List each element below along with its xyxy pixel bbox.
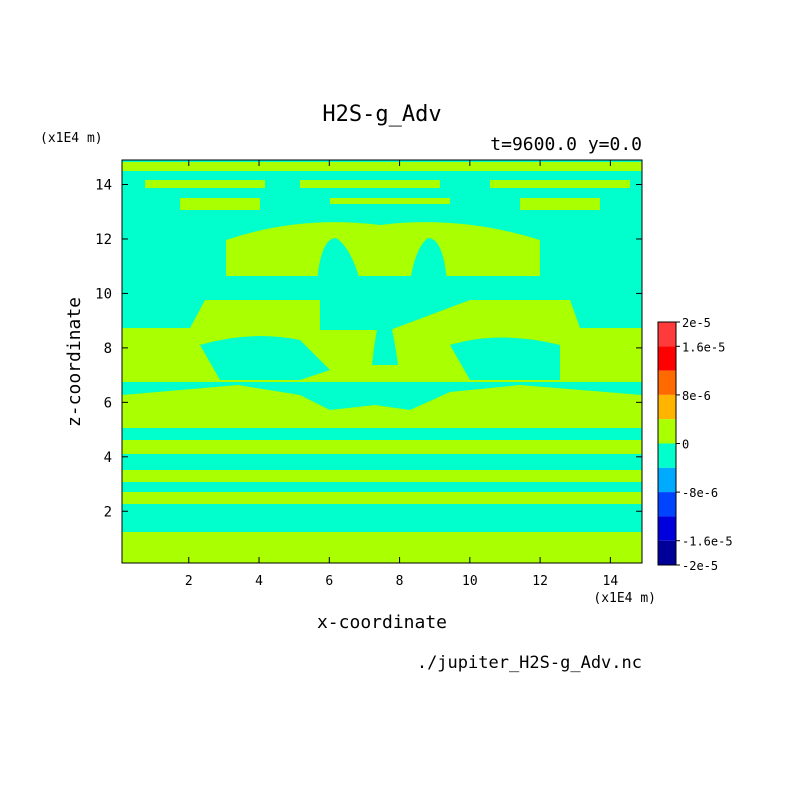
colorbar-swatch — [658, 540, 676, 565]
plot-frame — [121, 159, 643, 564]
y-axis-ticks: 2 4 6 8 10 12 14 — [95, 178, 642, 520]
y-tick-label: 14 — [95, 178, 112, 194]
y-tick-label: 2 — [104, 504, 112, 520]
colorbar-label: -2e-5 — [682, 559, 718, 573]
y-tick-label: 12 — [95, 232, 112, 248]
colorbar-label: -8e-6 — [682, 486, 718, 500]
colorbar-swatch — [658, 322, 676, 347]
colorbar-swatch — [658, 443, 676, 468]
colorbar-swatch — [658, 346, 676, 371]
colorbar-label: 8e-6 — [682, 389, 711, 403]
y-unit-label: (x1E4 m) — [40, 131, 103, 146]
colorbar-label: 0 — [682, 438, 689, 452]
plot-area — [122, 160, 642, 563]
colorbar-swatch — [658, 370, 676, 395]
x-axis-ticks: 2 4 6 8 10 12 14 — [185, 160, 619, 589]
y-tick-label: 10 — [95, 286, 112, 302]
colorbar-swatch — [658, 394, 676, 420]
x-tick-label: 4 — [255, 574, 263, 589]
y-tick-label: 4 — [104, 450, 112, 466]
x-tick-label: 10 — [462, 574, 478, 589]
x-axis-label: x-coordinate — [317, 612, 447, 633]
x-unit-label: (x1E4 m) — [593, 591, 656, 606]
x-tick-label: 12 — [532, 574, 548, 589]
colorbar-label: 2e-5 — [682, 316, 711, 330]
colorbar-label: -1.6e-5 — [682, 535, 733, 549]
colorbar-swatch — [658, 419, 676, 444]
colorbar-swatch — [658, 492, 676, 517]
colorbar: 2e-5 1.6e-5 8e-6 0 -8e-6 -1.6e-5 -2e-5 — [657, 316, 733, 573]
x-tick-label: 8 — [396, 574, 404, 589]
colorbar-swatch — [658, 516, 676, 541]
source-file-label: ./jupiter_H2S-g_Adv.nc — [417, 653, 642, 673]
chart-title: H2S-g_Adv — [322, 102, 441, 127]
y-tick-label: 6 — [104, 395, 112, 411]
x-tick-label: 6 — [325, 574, 333, 589]
colorbar-label: 1.6e-5 — [682, 340, 725, 354]
x-tick-label: 2 — [185, 574, 193, 589]
field-cyan-regions — [122, 238, 642, 528]
y-axis-label: z-coordinate — [64, 297, 85, 427]
chart-subtitle: t=9600.0 y=0.0 — [490, 134, 642, 155]
x-tick-label: 14 — [603, 574, 619, 589]
y-tick-label: 8 — [104, 341, 112, 357]
colorbar-swatch — [658, 467, 676, 493]
